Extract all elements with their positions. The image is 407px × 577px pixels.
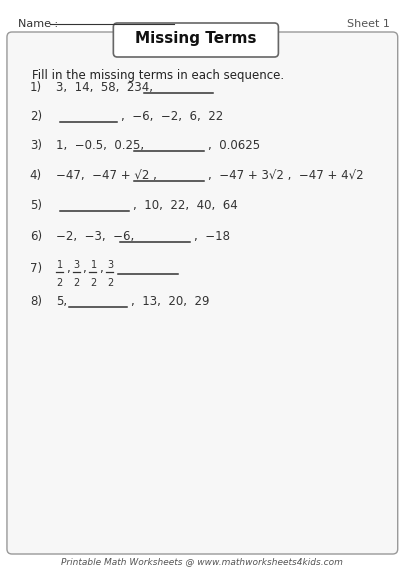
- Text: 3,  14,  58,  234,: 3, 14, 58, 234,: [56, 81, 153, 94]
- Text: ,  −18: , −18: [194, 230, 230, 243]
- Text: 2: 2: [57, 278, 63, 288]
- Text: 4): 4): [30, 169, 42, 182]
- Text: ,: ,: [83, 262, 86, 275]
- Text: Sheet 1: Sheet 1: [347, 19, 390, 29]
- Text: 6): 6): [30, 230, 42, 243]
- Text: 8): 8): [30, 295, 42, 308]
- Text: 5,: 5,: [56, 295, 67, 308]
- Text: 1,  −0.5,  0.25,: 1, −0.5, 0.25,: [56, 139, 144, 152]
- Text: 2): 2): [30, 110, 42, 123]
- Text: ,  13,  20,  29: , 13, 20, 29: [131, 295, 209, 308]
- Text: 1: 1: [90, 260, 96, 270]
- Text: ,  0.0625: , 0.0625: [208, 139, 260, 152]
- Text: Name :: Name :: [18, 19, 58, 29]
- Text: 2: 2: [107, 278, 114, 288]
- Text: ,: ,: [66, 262, 69, 275]
- Text: ,  10,  22,  40,  64: , 10, 22, 40, 64: [133, 199, 238, 212]
- Text: 3: 3: [74, 260, 80, 270]
- Text: 2: 2: [90, 278, 97, 288]
- Text: Missing Terms: Missing Terms: [135, 31, 257, 46]
- Text: Fill in the missing terms in each sequence.: Fill in the missing terms in each sequen…: [32, 69, 284, 82]
- Text: 2: 2: [74, 278, 80, 288]
- Text: Printable Math Worksheets @ www.mathworksheets4kids.com: Printable Math Worksheets @ www.mathwork…: [61, 557, 343, 566]
- FancyBboxPatch shape: [7, 32, 398, 554]
- Text: −47,  −47 + √2 ,: −47, −47 + √2 ,: [56, 169, 157, 182]
- Text: 3: 3: [107, 260, 114, 270]
- Text: 7): 7): [30, 262, 42, 275]
- FancyBboxPatch shape: [113, 23, 278, 57]
- Text: ,  −47 + 3√2 ,  −47 + 4√2: , −47 + 3√2 , −47 + 4√2: [208, 169, 363, 182]
- Text: ,: ,: [99, 262, 103, 275]
- Text: ,  −6,  −2,  6,  22: , −6, −2, 6, 22: [121, 110, 223, 123]
- Text: 3): 3): [30, 139, 42, 152]
- Text: 1: 1: [57, 260, 63, 270]
- Text: −2,  −3,  −6,: −2, −3, −6,: [56, 230, 134, 243]
- Text: 5): 5): [30, 199, 42, 212]
- Text: 1): 1): [30, 81, 42, 94]
